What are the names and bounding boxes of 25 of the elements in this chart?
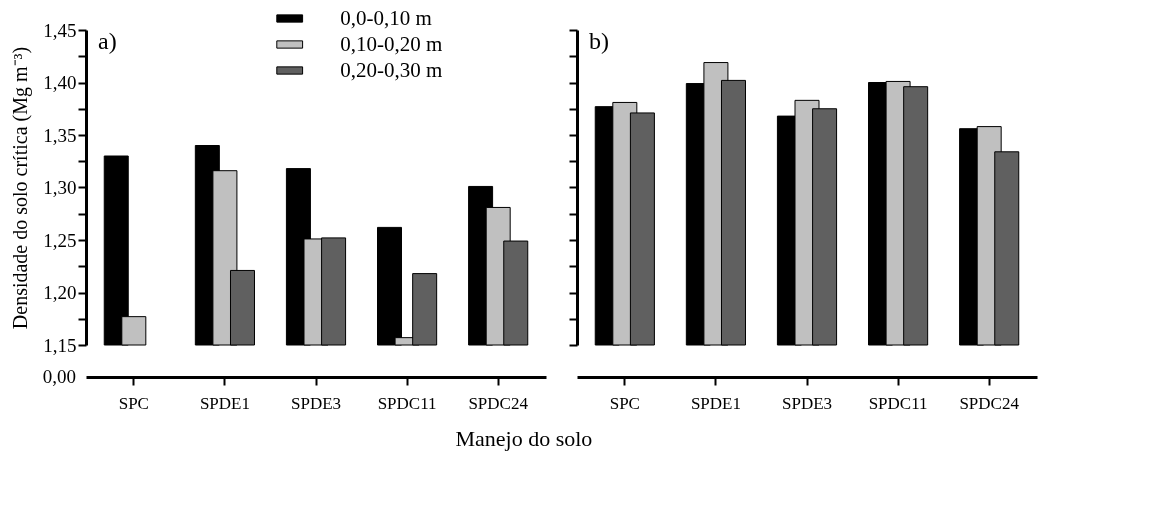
annotation: a) bbox=[98, 28, 117, 54]
legend-label: 0,0-0,10 m bbox=[340, 5, 432, 30]
x-tick-label: SPDE1 bbox=[199, 393, 250, 413]
x-tick-label: SPDE1 bbox=[690, 393, 741, 413]
x-tick-label: SPDC24 bbox=[959, 393, 1020, 413]
y-tick-label: 1,40 bbox=[43, 72, 77, 93]
legend-label: 0,10-0,20 m bbox=[340, 31, 443, 56]
x-tick-label: SPDC24 bbox=[468, 393, 529, 413]
x-tick-label: SPDC11 bbox=[377, 393, 437, 413]
x-axis-title: Manejo do solo bbox=[455, 426, 593, 451]
x-tick-label: SPDE3 bbox=[781, 393, 833, 413]
text: 0,00 bbox=[42, 366, 76, 387]
y-tick-label: 1,20 bbox=[43, 282, 77, 303]
x-tick-label: SPDE3 bbox=[290, 393, 342, 413]
x-tick-label: SPDC11 bbox=[868, 393, 928, 413]
annotation: b) bbox=[589, 28, 609, 54]
x-tick-label: SPC bbox=[118, 393, 149, 413]
y-tick-label: 1,45 bbox=[43, 19, 77, 41]
y-tick-label: 1,30 bbox=[43, 177, 77, 198]
y-tick-label: 1,25 bbox=[43, 229, 77, 251]
y-tick-label: 1,35 bbox=[43, 124, 77, 146]
y-tick-label: 1,15 bbox=[43, 334, 77, 356]
x-tick-label: SPC bbox=[609, 393, 640, 413]
legend-label: 0,20-0,30 m bbox=[340, 57, 443, 82]
y-axis-title: Densidade do solo crítica (Mg m⁻³) bbox=[9, 46, 33, 330]
